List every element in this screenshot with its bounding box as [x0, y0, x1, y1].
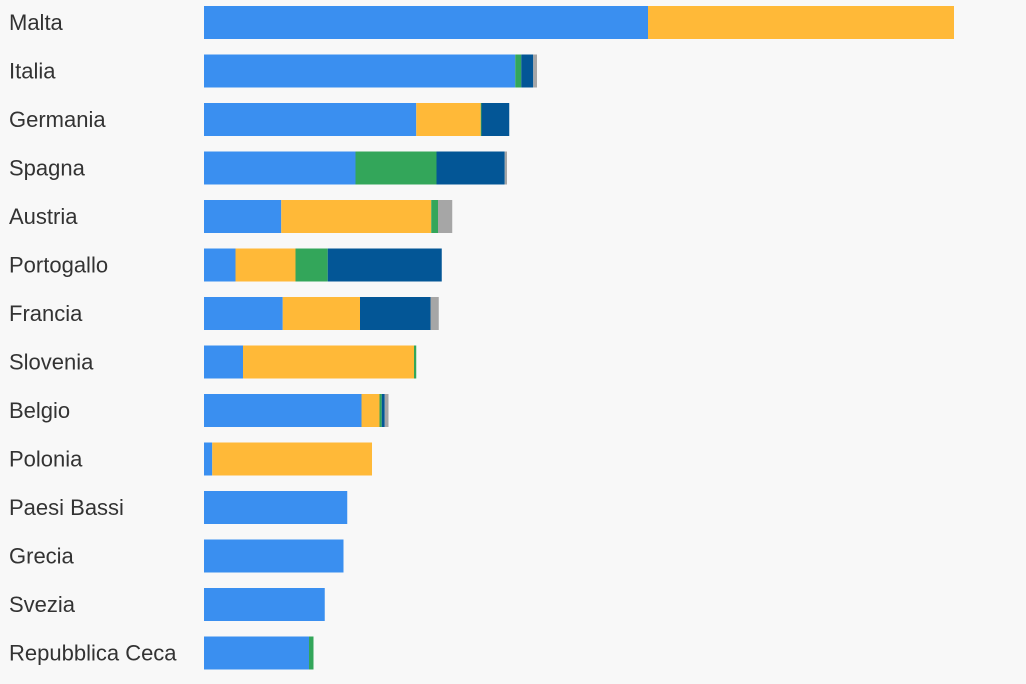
bar-segment-germania-1 [416, 103, 481, 136]
bar-segment-repubblica-ceca-2 [309, 636, 314, 670]
bar-segment-francia-4 [430, 297, 439, 330]
category-label-polonia: Polonia [9, 447, 83, 472]
bar-segment-spagna-2 [355, 151, 437, 185]
category-label-italia: Italia [9, 59, 56, 84]
bar-segment-austria-1 [281, 200, 432, 233]
category-label-belgio: Belgio [9, 398, 70, 423]
bar-segment-austria-0 [204, 200, 282, 233]
bar-segment-belgio-2 [379, 394, 382, 427]
category-label-francia: Francia [9, 301, 83, 326]
bar-segment-portogallo-2 [295, 248, 328, 282]
bar-segment-grecia-0 [204, 539, 344, 573]
bar-segment-italia-3 [521, 54, 534, 88]
bar-segment-francia-3 [360, 297, 431, 330]
bar-segment-paesi-bassi-0 [204, 491, 348, 524]
category-label-spagna: Spagna [9, 156, 86, 181]
bar-segment-austria-4 [438, 200, 453, 233]
bar-segment-belgio-1 [361, 394, 380, 427]
bar-segment-italia-4 [533, 54, 537, 88]
bar-segment-germania-3 [481, 103, 510, 136]
category-label-paesi-bassi: Paesi Bassi [9, 495, 124, 520]
bar-segment-slovenia-1 [243, 345, 414, 379]
bar-segment-spagna-4 [504, 151, 507, 185]
bar-segment-slovenia-2 [414, 345, 417, 379]
category-label-austria: Austria [9, 204, 78, 229]
category-label-malta: Malta [9, 10, 64, 35]
bar-segment-polonia-1 [212, 442, 372, 476]
category-label-slovenia: Slovenia [9, 350, 94, 375]
bar-segment-italia-2 [515, 54, 522, 88]
bar-segment-spagna-3 [436, 151, 505, 185]
bar-segment-portogallo-0 [204, 248, 236, 282]
bars [204, 6, 954, 670]
bar-segment-portogallo-1 [235, 248, 296, 282]
bar-segment-belgio-3 [381, 394, 385, 427]
bar-segment-polonia-0 [204, 442, 213, 476]
category-labels: Malta Italia Germania Spagna Austria Portogal… [9, 10, 177, 666]
bar-segment-italia-0 [204, 54, 516, 88]
bar-segment-francia-1 [282, 297, 360, 330]
bar-segment-austria-2 [431, 200, 438, 233]
category-label-germania: Germania [9, 107, 106, 132]
bar-segment-slovenia-0 [204, 345, 243, 379]
bar-segment-francia-0 [204, 297, 283, 330]
bar-segment-malta-1 [648, 6, 954, 39]
bar-segment-repubblica-ceca-0 [204, 636, 309, 670]
bar-segment-belgio-4 [384, 394, 389, 427]
bar-segment-malta-0 [204, 6, 648, 39]
category-label-grecia: Grecia [9, 544, 75, 569]
category-label-repubblica-ceca: Repubblica Ceca [9, 641, 177, 666]
category-label-svezia: Svezia [9, 592, 76, 617]
bar-segment-germania-0 [204, 103, 417, 136]
bar-segment-svezia-0 [204, 588, 325, 621]
bar-segment-belgio-0 [204, 394, 362, 427]
bar-segment-spagna-0 [204, 151, 356, 185]
bar-segment-portogallo-3 [327, 248, 442, 282]
category-label-portogallo: Portogallo [9, 253, 108, 278]
bar-segment-germania-2 [480, 103, 482, 136]
